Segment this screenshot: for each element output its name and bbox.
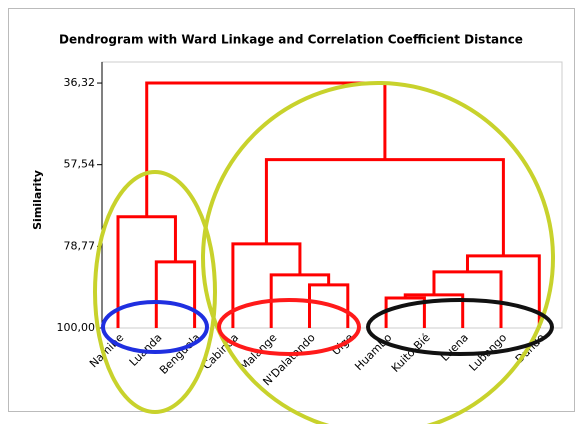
dendrogram-link	[308, 283, 350, 328]
annotations	[93, 81, 555, 424]
y-axis-label: Similarity	[31, 170, 44, 230]
ellipse	[93, 170, 217, 414]
y-tick-label: 100,00	[57, 321, 96, 334]
y-tick-label: 78,77	[64, 239, 96, 252]
dendrogram-link	[264, 158, 505, 256]
dendrogram-link	[231, 242, 302, 328]
y-tick-label: 36,32	[64, 76, 96, 89]
y-tick-label: 57,54	[64, 158, 96, 171]
dendrogram-link	[116, 215, 177, 328]
ellipse	[217, 298, 361, 356]
dendrogram-link	[432, 270, 503, 328]
dendrogram-link	[145, 81, 387, 217]
chart-title: Dendrogram with Ward Linkage and Correla…	[59, 33, 523, 47]
ellipse	[201, 81, 555, 424]
ellipse	[101, 300, 209, 354]
ellipse	[366, 298, 554, 356]
